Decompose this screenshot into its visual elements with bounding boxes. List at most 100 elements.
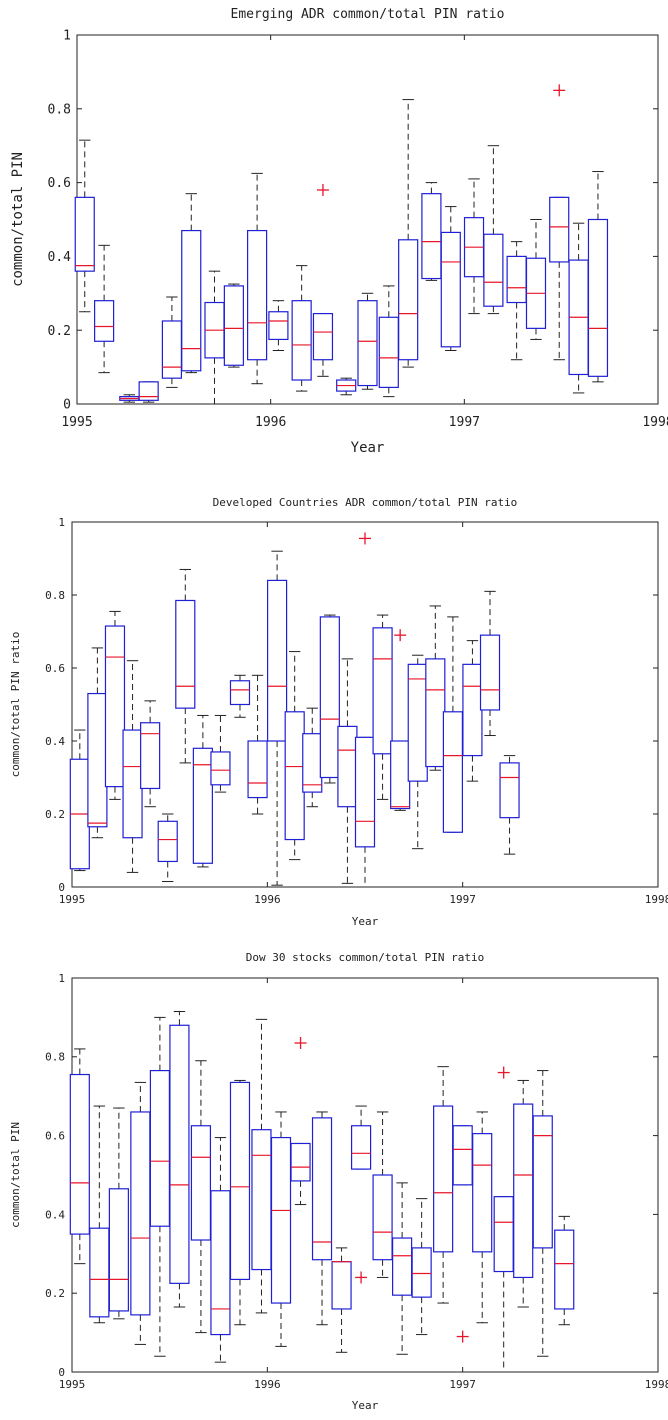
- box-iqr: [331, 1261, 352, 1310]
- outlier-marker: [355, 1271, 368, 1284]
- box-8: [192, 714, 213, 868]
- box-19: [390, 629, 411, 811]
- box-15: [319, 614, 340, 784]
- box-iqr: [94, 300, 115, 342]
- box-13: [311, 1111, 333, 1326]
- y-tick-label: 0: [63, 398, 71, 413]
- box-iqr: [350, 1125, 372, 1170]
- box-iqr: [138, 381, 159, 401]
- box-iqr: [442, 711, 463, 833]
- box-iqr: [493, 1196, 514, 1273]
- y-tick-label: 0.8: [48, 102, 71, 117]
- y-tick-label: 0: [58, 1366, 65, 1379]
- box-iqr: [270, 1136, 292, 1304]
- box-iqr: [378, 316, 399, 388]
- box-iqr: [181, 229, 202, 372]
- box-iqr: [421, 193, 442, 280]
- box-12: [312, 183, 334, 377]
- box-iqr: [407, 663, 428, 782]
- y-tick-label: 0.2: [45, 1287, 65, 1300]
- box-iqr: [483, 233, 504, 307]
- chart-title: Emerging ADR common/total PIN ratio: [231, 7, 505, 22]
- box-23: [462, 640, 483, 782]
- box-3: [108, 1107, 129, 1320]
- y-tick-label: 0.6: [45, 662, 65, 675]
- box-iqr: [462, 663, 483, 757]
- box-22: [493, 1066, 514, 1373]
- box-iqr: [587, 218, 609, 377]
- outlier-marker: [394, 629, 407, 642]
- box-iqr: [210, 1190, 231, 1336]
- box-iqr: [372, 627, 393, 755]
- box-21: [472, 1111, 493, 1324]
- x-tick-label: 1998: [645, 1378, 668, 1391]
- box-6: [181, 193, 202, 374]
- box-24: [479, 590, 501, 737]
- box-iqr: [210, 751, 231, 786]
- chart-panel-2: Developed Countries ADR common/total PIN…: [9, 496, 668, 928]
- box-15: [350, 1105, 372, 1284]
- box-iqr: [267, 579, 288, 742]
- box-12: [290, 1037, 311, 1206]
- box-1: [74, 139, 95, 313]
- box-7: [204, 270, 225, 405]
- box-25: [499, 755, 520, 855]
- box-9: [247, 172, 268, 385]
- box-7: [190, 1060, 212, 1334]
- box-10: [251, 1018, 272, 1314]
- outlier-marker: [497, 1066, 510, 1079]
- x-tick-label: 1995: [61, 415, 92, 430]
- box-12: [267, 550, 288, 886]
- box-6: [157, 813, 178, 883]
- box-iqr: [157, 820, 178, 863]
- box-iqr: [433, 1105, 454, 1253]
- box-14: [331, 1247, 352, 1353]
- box-iqr: [319, 616, 340, 779]
- box-iqr: [169, 1024, 190, 1284]
- box-iqr: [392, 1237, 413, 1296]
- box-8: [223, 283, 244, 368]
- box-iqr: [354, 736, 376, 848]
- y-tick-label: 0.4: [45, 1208, 65, 1221]
- box-iqr: [291, 300, 312, 381]
- box-iqr: [247, 740, 268, 799]
- box-18: [440, 206, 461, 351]
- chart-panel-1: Emerging ADR common/total PIN ratio 0 0.2 0…: [10, 7, 668, 456]
- box-iqr: [74, 196, 95, 272]
- box-iqr: [223, 285, 244, 366]
- y-axis-label: common/total PIN ratio: [9, 632, 22, 778]
- box-18: [372, 614, 393, 800]
- x-tick-label: 1997: [449, 415, 480, 430]
- y-axis-label: common/total PIN: [10, 152, 26, 287]
- y-tick-label: 0.4: [45, 735, 65, 748]
- x-axis-label: Year: [351, 440, 385, 456]
- y-tick-label: 0: [58, 881, 65, 894]
- box-25: [554, 1215, 575, 1326]
- x-tick-label: 1995: [59, 893, 86, 906]
- box-iqr: [472, 1133, 493, 1253]
- box-17: [354, 532, 376, 888]
- box-iqr: [337, 725, 358, 808]
- box-1: [69, 1048, 90, 1265]
- box-iqr: [161, 320, 182, 379]
- box-7: [175, 568, 196, 764]
- box-iqr: [251, 1129, 272, 1271]
- box-iqr: [312, 312, 334, 361]
- box-iqr: [411, 1247, 432, 1298]
- outlier-marker: [359, 532, 371, 545]
- y-axis-label: common/total PIN: [9, 1122, 22, 1228]
- box-iqr: [247, 229, 268, 361]
- box-3: [119, 394, 140, 403]
- box-iqr: [372, 1174, 393, 1261]
- box-iqr: [130, 1111, 151, 1316]
- box-iqr: [479, 634, 501, 711]
- box-18: [411, 1198, 432, 1336]
- box-20: [407, 654, 428, 850]
- box-iqr: [499, 762, 520, 819]
- box-iqr: [532, 1115, 553, 1249]
- box-iqr: [390, 740, 411, 810]
- y-tick-label: 1: [63, 29, 71, 44]
- box-iqr: [69, 1073, 90, 1235]
- box-16: [398, 99, 419, 368]
